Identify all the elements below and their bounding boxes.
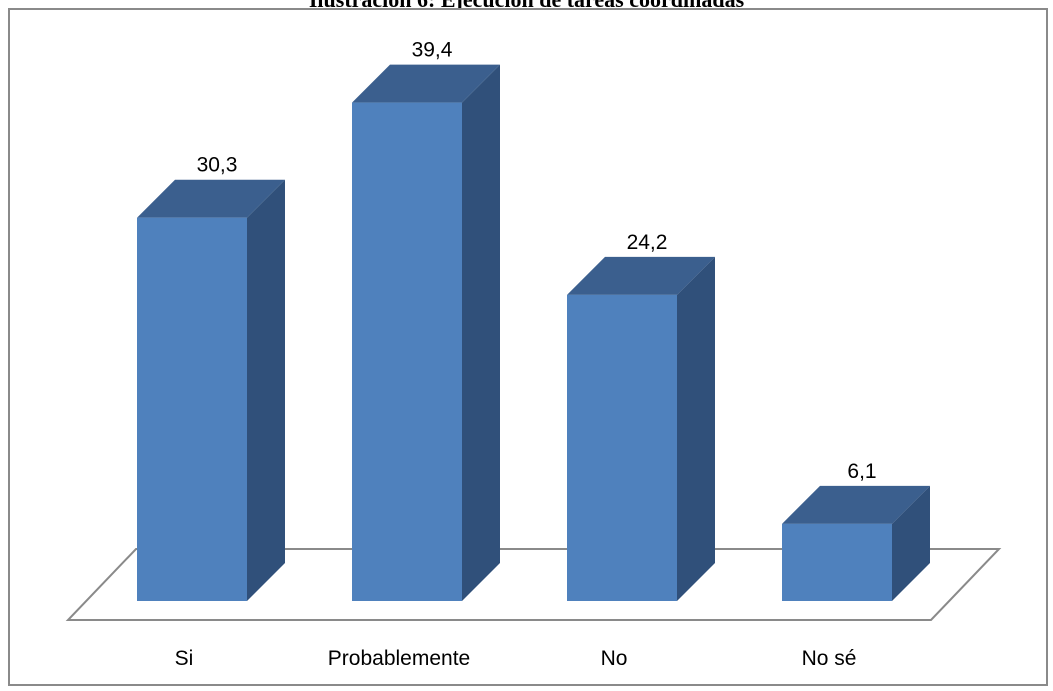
bar-top-face (352, 64, 500, 103)
category-label-si: Si (175, 647, 194, 670)
bar-front-face (567, 294, 677, 601)
bar-front-face (137, 217, 247, 601)
bar-side-face (892, 485, 930, 601)
bar-top-face (137, 179, 285, 218)
bar-top-face (567, 256, 715, 295)
bar-side-face (462, 64, 500, 602)
category-label-group: Si Probablemente No No sé (175, 647, 857, 670)
chart-floor (65, 548, 1002, 621)
category-label-probablemente: Probablemente (328, 647, 470, 670)
category-label-no-s: No sé (802, 647, 857, 670)
data-label-no-s: 6,1 (847, 460, 876, 483)
data-label-probablemente: 39,4 (412, 39, 453, 62)
data-label-no: 24,2 (627, 231, 668, 254)
bar-front-face (352, 102, 462, 601)
bar-no-s (782, 485, 930, 601)
bar-no (567, 256, 715, 601)
bar-group (137, 64, 930, 602)
bar-side-face (247, 179, 285, 601)
bar-probablemente (352, 64, 500, 602)
bar-top-face (782, 485, 930, 524)
bar-front-face (782, 523, 892, 601)
category-label-no: No (601, 647, 628, 670)
data-label-si: 30,3 (197, 154, 238, 177)
bar-si (137, 179, 285, 601)
bar-side-face (677, 256, 715, 601)
data-label-group: 30,3 39,4 24,2 6,1 (197, 39, 877, 483)
